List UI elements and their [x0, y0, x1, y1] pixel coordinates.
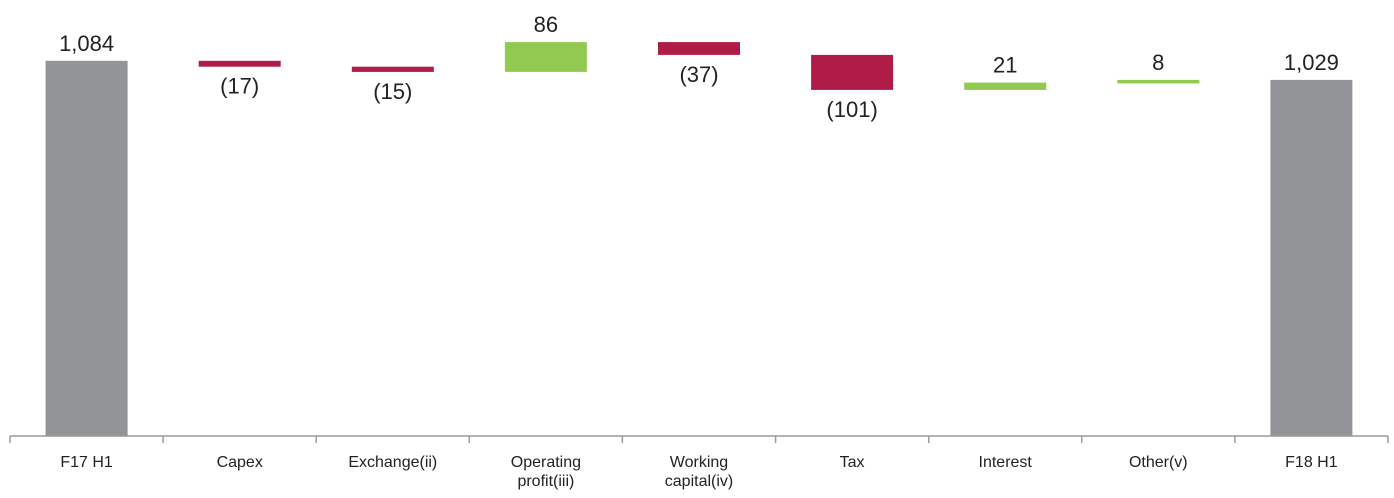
bar-interest — [964, 82, 1047, 90]
category-label-other-v: Other(v) — [1129, 454, 1188, 471]
category-label-exchange-ii: Exchange(ii) — [348, 454, 437, 471]
bars-group — [45, 42, 1353, 437]
bar-f18-h1 — [1270, 79, 1353, 437]
bar-operating-profit-iii — [504, 42, 587, 72]
bar-capex — [198, 60, 281, 67]
bar-tax — [811, 54, 894, 90]
category-label-f17-h1: F17 H1 — [60, 454, 113, 471]
category-label-f18-h1: F18 H1 — [1285, 454, 1338, 471]
category-label-tax: Tax — [840, 454, 865, 471]
value-label-capex: (17) — [220, 74, 259, 99]
category-label-working-capital-iv-line-2: capital(iv) — [665, 473, 733, 490]
category-label-operating-profit-iii-line-2: profit(iii) — [517, 473, 574, 490]
value-label-f17-h1: 1,084 — [59, 31, 114, 56]
value-label-operating-profit-iii: 86 — [534, 12, 558, 37]
bar-other-v — [1117, 79, 1200, 84]
value-label-exchange-ii: (15) — [373, 79, 412, 104]
value-label-interest: 21 — [993, 53, 1017, 78]
category-label-operating-profit-iii-line-1: Operating — [511, 454, 581, 471]
bar-f17-h1 — [45, 60, 128, 437]
x-axis — [9, 435, 1389, 443]
value-label-working-capital-iv: (37) — [679, 62, 718, 87]
bar-working-capital-iv — [658, 42, 740, 55]
category-label-working-capital-iv-line-1: Working — [670, 454, 728, 471]
value-label-tax: (101) — [826, 97, 877, 122]
value-labels-group: 1,084 (17) (15) 86 (37) (101) 21 8 1,029 — [59, 12, 1339, 122]
category-label-interest: Interest — [979, 454, 1033, 471]
value-label-other-v: 8 — [1152, 50, 1164, 75]
bar-exchange-ii — [351, 66, 434, 72]
value-label-f18-h1: 1,029 — [1284, 50, 1339, 75]
category-label-capex: Capex — [217, 454, 263, 471]
category-labels-group: F17 H1 Capex Exchange(ii) Operating profit(i… — [60, 454, 1337, 490]
